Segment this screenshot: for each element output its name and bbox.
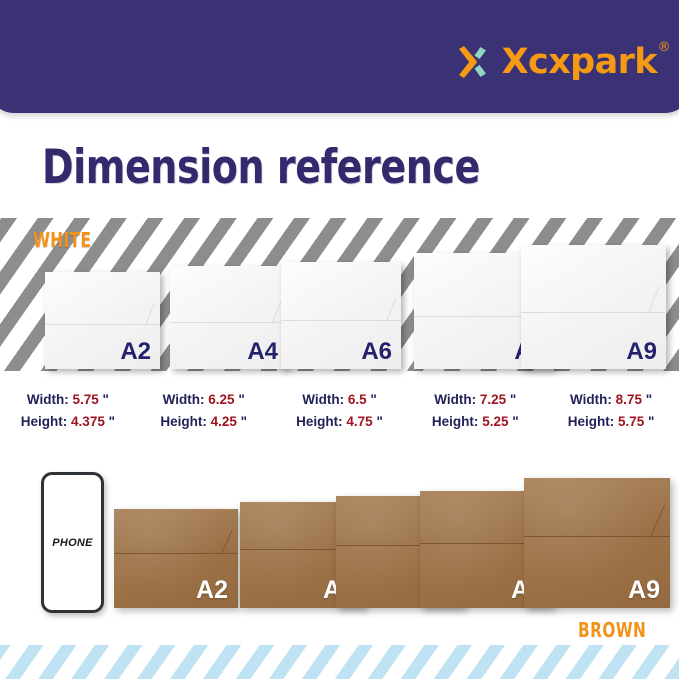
height-label: Height: [296,414,343,429]
page-title: Dimension reference [42,140,480,195]
brown-envelope-a2: A2 [114,509,238,608]
white-envelope-a6: A6 [281,262,401,369]
dimension-column-a9: Width: 8.75 " Height: 5.75 " [543,389,679,433]
envelope-size-label: A2 [196,576,228,604]
header-banner: Xcxpark ® [0,0,679,113]
brand-wordmark: Xcxpark ® [501,41,671,82]
brown-envelope-a9: A9 [524,478,670,608]
width-value: 6.5 [347,392,367,407]
width-label: Width: [302,392,345,407]
height-value: 5.75 [617,414,645,429]
dimension-column-a6: Width: 6.5 " Height: 4.75 " [272,389,408,433]
dimension-table: Width: 5.75 " Height: 4.375 " Width: 6.25 … [0,389,679,433]
width-unit: " [370,392,377,407]
dimension-column-a2: Width: 5.75 " Height: 4.375 " [0,389,136,433]
brown-section-label: BROWN [577,618,646,642]
white-envelope-a4: A4 [170,266,287,369]
height-label: Height: [567,414,615,429]
height-unit: " [240,414,248,429]
registered-mark: ® [657,39,671,55]
envelope-size-label: A6 [361,338,392,365]
width-unit: " [238,392,245,407]
width-unit: " [645,392,653,407]
envelope-size-label: A9 [626,338,657,365]
height-line: Height: 4.25 " [136,411,272,433]
x-logo-icon [458,46,486,78]
width-value: 5.75 [72,392,99,407]
envelope-size-label: A2 [120,338,151,365]
envelope-size-label: A4 [247,338,278,365]
envelope-flap [524,478,670,537]
width-line: Width: 6.5 " [272,389,408,411]
height-label: Height: [20,414,68,429]
width-label: Width: [162,392,205,407]
height-label: Height: [431,414,479,429]
envelope-size-label: A9 [628,576,660,604]
phone-reference: PHONE [41,472,104,613]
height-line: Height: 4.75 " [272,411,408,433]
height-line: Height: 4.375 " [0,411,136,433]
white-envelope-a2: A2 [45,272,160,369]
dimension-column-a7: Width: 7.25 " Height: 5.25 " [407,389,543,433]
height-line: Height: 5.75 " [543,411,679,433]
envelope-flap [45,272,160,326]
height-unit: " [108,414,116,429]
width-value: 8.75 [615,392,642,407]
width-label: Width: [570,392,612,407]
height-unit: " [648,414,655,429]
envelope-flap [521,245,666,314]
height-label: Height: [160,414,207,429]
envelope-flap [281,262,401,321]
height-value: 5.25 [482,414,509,429]
dimension-column-a4: Width: 6.25 " Height: 4.25 " [136,389,272,433]
white-section-label: WHITE [33,228,92,252]
width-unit: " [509,392,517,407]
width-unit: " [102,392,109,407]
brand-name-text: Xcxpark [501,41,658,82]
height-value: 4.25 [210,414,237,429]
width-label: Width: [434,392,477,407]
white-envelope-a9: A9 [521,245,666,369]
envelope-flap [414,253,554,317]
width-line: Width: 5.75 " [0,389,136,411]
height-unit: " [376,414,383,429]
envelope-flap [114,509,238,554]
width-line: Width: 8.75 " [543,389,679,411]
blue-stripe-footer [0,645,679,679]
phone-label: PHONE [52,536,93,549]
height-unit: " [512,414,519,429]
height-value: 4.375 [71,414,105,429]
height-value: 4.75 [346,414,373,429]
width-value: 7.25 [479,392,507,407]
width-label: Width: [26,392,69,407]
width-value: 6.25 [208,392,235,407]
brand-logo: Xcxpark ® [453,41,671,82]
width-line: Width: 6.25 " [136,389,272,411]
height-line: Height: 5.25 " [407,411,543,433]
width-line: Width: 7.25 " [407,389,543,411]
envelope-flap [170,266,287,323]
